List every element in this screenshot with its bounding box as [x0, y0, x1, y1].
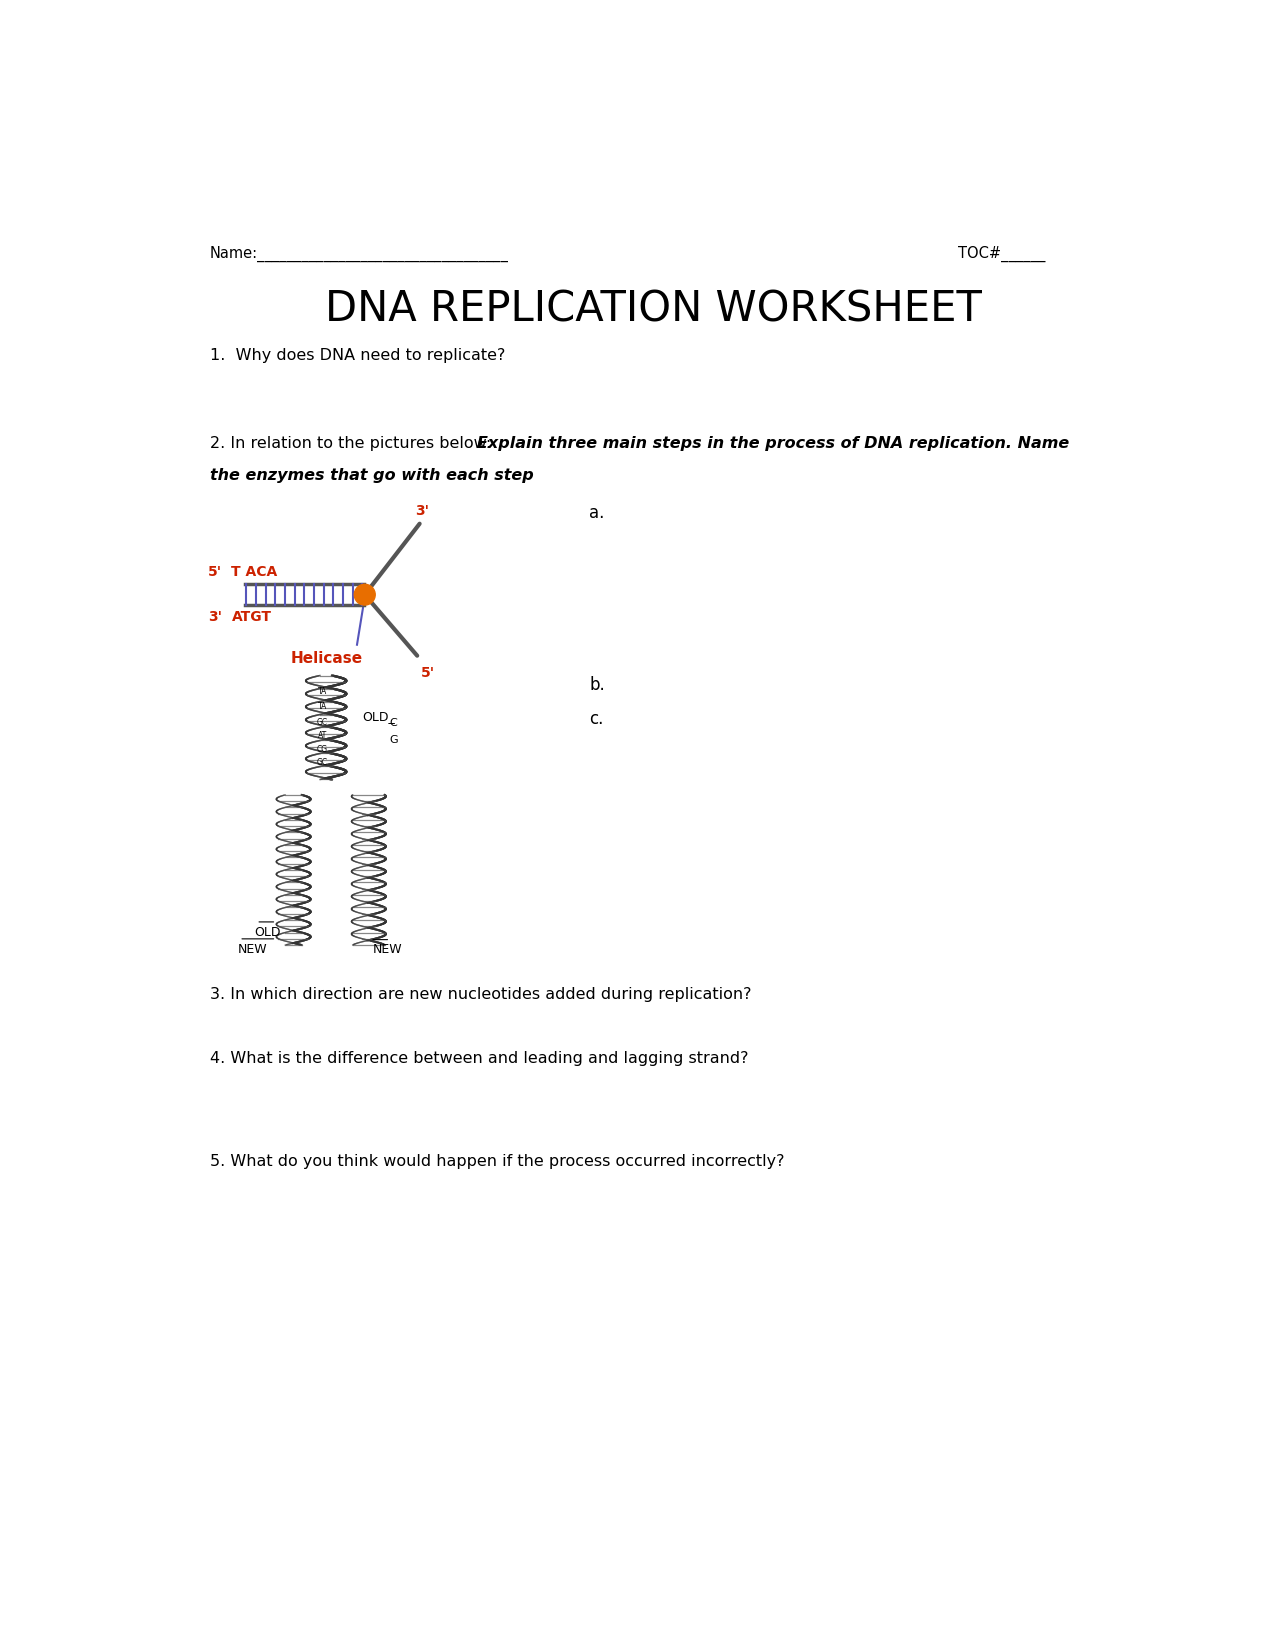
Text: TOC#______: TOC#______ [958, 246, 1046, 263]
Text: OLD: OLD [255, 926, 282, 939]
Text: GC: GC [316, 758, 328, 768]
Text: GC: GC [316, 718, 328, 726]
Text: DNA REPLICATION WORKSHEET: DNA REPLICATION WORKSHEET [325, 289, 982, 330]
Text: G: G [390, 735, 398, 745]
Text: b.: b. [589, 675, 606, 693]
Text: 5. What do you think would happen if the process occurred incorrectly?: 5. What do you think would happen if the… [210, 1154, 784, 1169]
Text: NEW: NEW [237, 943, 268, 956]
Text: 3': 3' [208, 611, 222, 624]
Text: TA: TA [317, 702, 326, 712]
Text: 4. What is the difference between and leading and lagging strand?: 4. What is the difference between and le… [210, 1050, 748, 1065]
Text: TA: TA [317, 687, 326, 695]
Text: 3. In which direction are new nucleotides added during replication?: 3. In which direction are new nucleotide… [210, 987, 751, 1002]
Text: Name:__________________________________: Name:__________________________________ [210, 246, 509, 263]
Text: Helicase: Helicase [291, 650, 363, 665]
Text: ATGT: ATGT [232, 611, 272, 624]
Text: a.: a. [589, 504, 604, 522]
Text: Explain three main steps in the process of DNA replication. Name: Explain three main steps in the process … [477, 436, 1070, 451]
Text: c.: c. [589, 710, 604, 728]
Text: 1.  Why does DNA need to replicate?: 1. Why does DNA need to replicate? [210, 347, 505, 363]
Text: NEW: NEW [372, 943, 402, 956]
Text: T ACA: T ACA [232, 565, 278, 580]
Text: 5': 5' [421, 665, 435, 680]
Text: CG: CG [316, 745, 328, 755]
Text: OLD_: OLD_ [362, 710, 395, 723]
Text: C: C [390, 718, 398, 728]
Text: 5': 5' [208, 565, 222, 580]
Text: 3': 3' [416, 504, 430, 518]
Text: AT: AT [317, 731, 326, 740]
Text: 2. In relation to the pictures below:: 2. In relation to the pictures below: [210, 436, 496, 451]
Text: the enzymes that go with each step: the enzymes that go with each step [210, 469, 533, 484]
Circle shape [354, 584, 375, 604]
